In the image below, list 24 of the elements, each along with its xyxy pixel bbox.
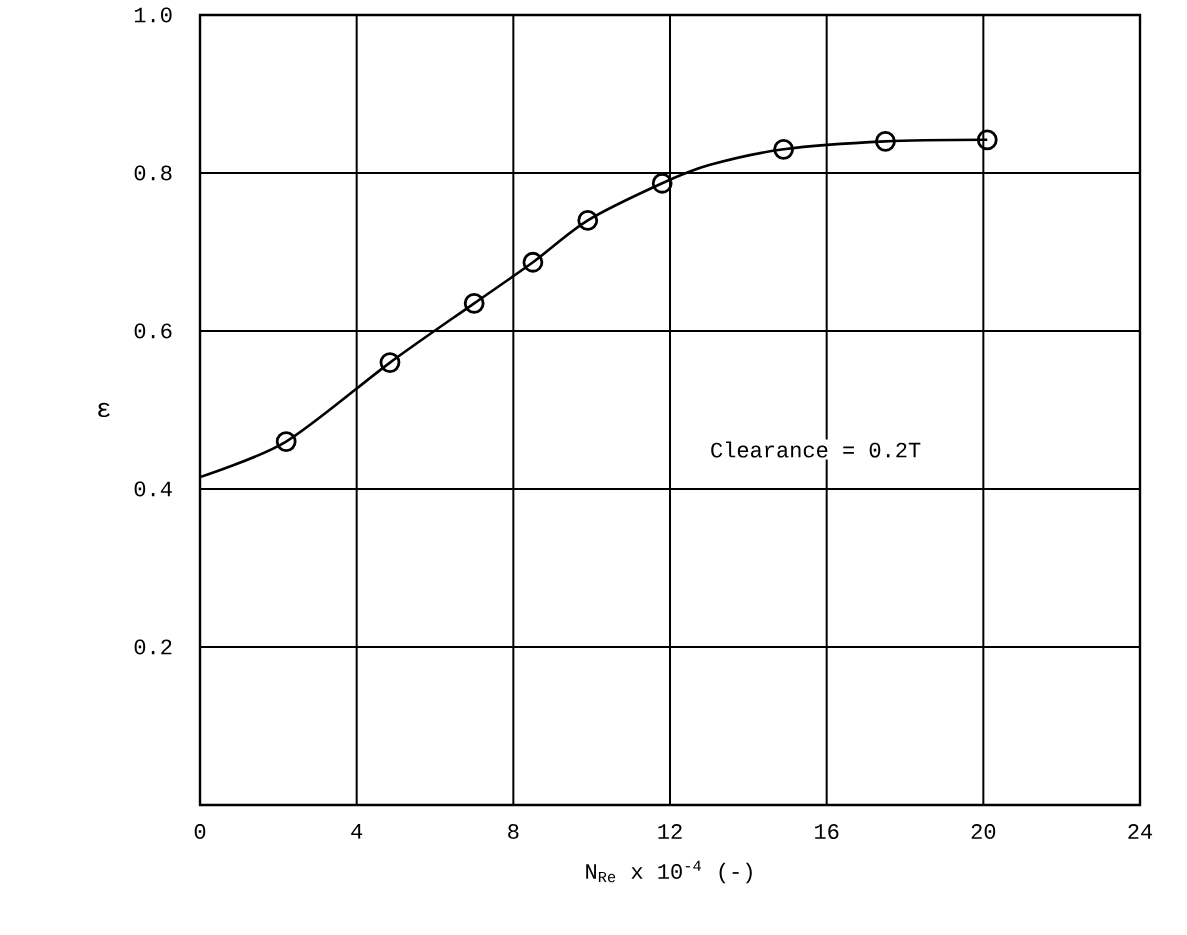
point <box>651 172 673 194</box>
point <box>976 129 998 151</box>
point <box>577 209 599 231</box>
y-tick-label: 0.8 <box>134 165 172 181</box>
x-tick-label: 12 <box>658 824 682 839</box>
annotation: Clearance = 0.2T <box>711 441 921 458</box>
x-tick-label: 16 <box>815 824 839 839</box>
point <box>463 292 485 314</box>
point <box>773 138 794 160</box>
x-tick-label: 4 <box>351 824 363 839</box>
x-tick-label: 8 <box>508 824 519 839</box>
y-axis-title: ε <box>98 402 110 418</box>
x-tick-label: 24 <box>1128 824 1153 839</box>
point <box>379 352 401 373</box>
y-tick-label: 0.6 <box>134 323 172 339</box>
x-tick-label: 0 <box>194 824 206 839</box>
point <box>275 431 297 452</box>
y-tick-label: 0.4 <box>134 481 172 497</box>
point <box>522 251 544 273</box>
text: N$_{Re}$ x 10$^{-4}$ (-) <box>586 860 752 884</box>
y-tick-label: 1.0 <box>134 7 172 23</box>
point <box>875 130 896 152</box>
y-tick-label: 0.2 <box>134 639 172 655</box>
x-tick-label: 20 <box>971 824 996 839</box>
